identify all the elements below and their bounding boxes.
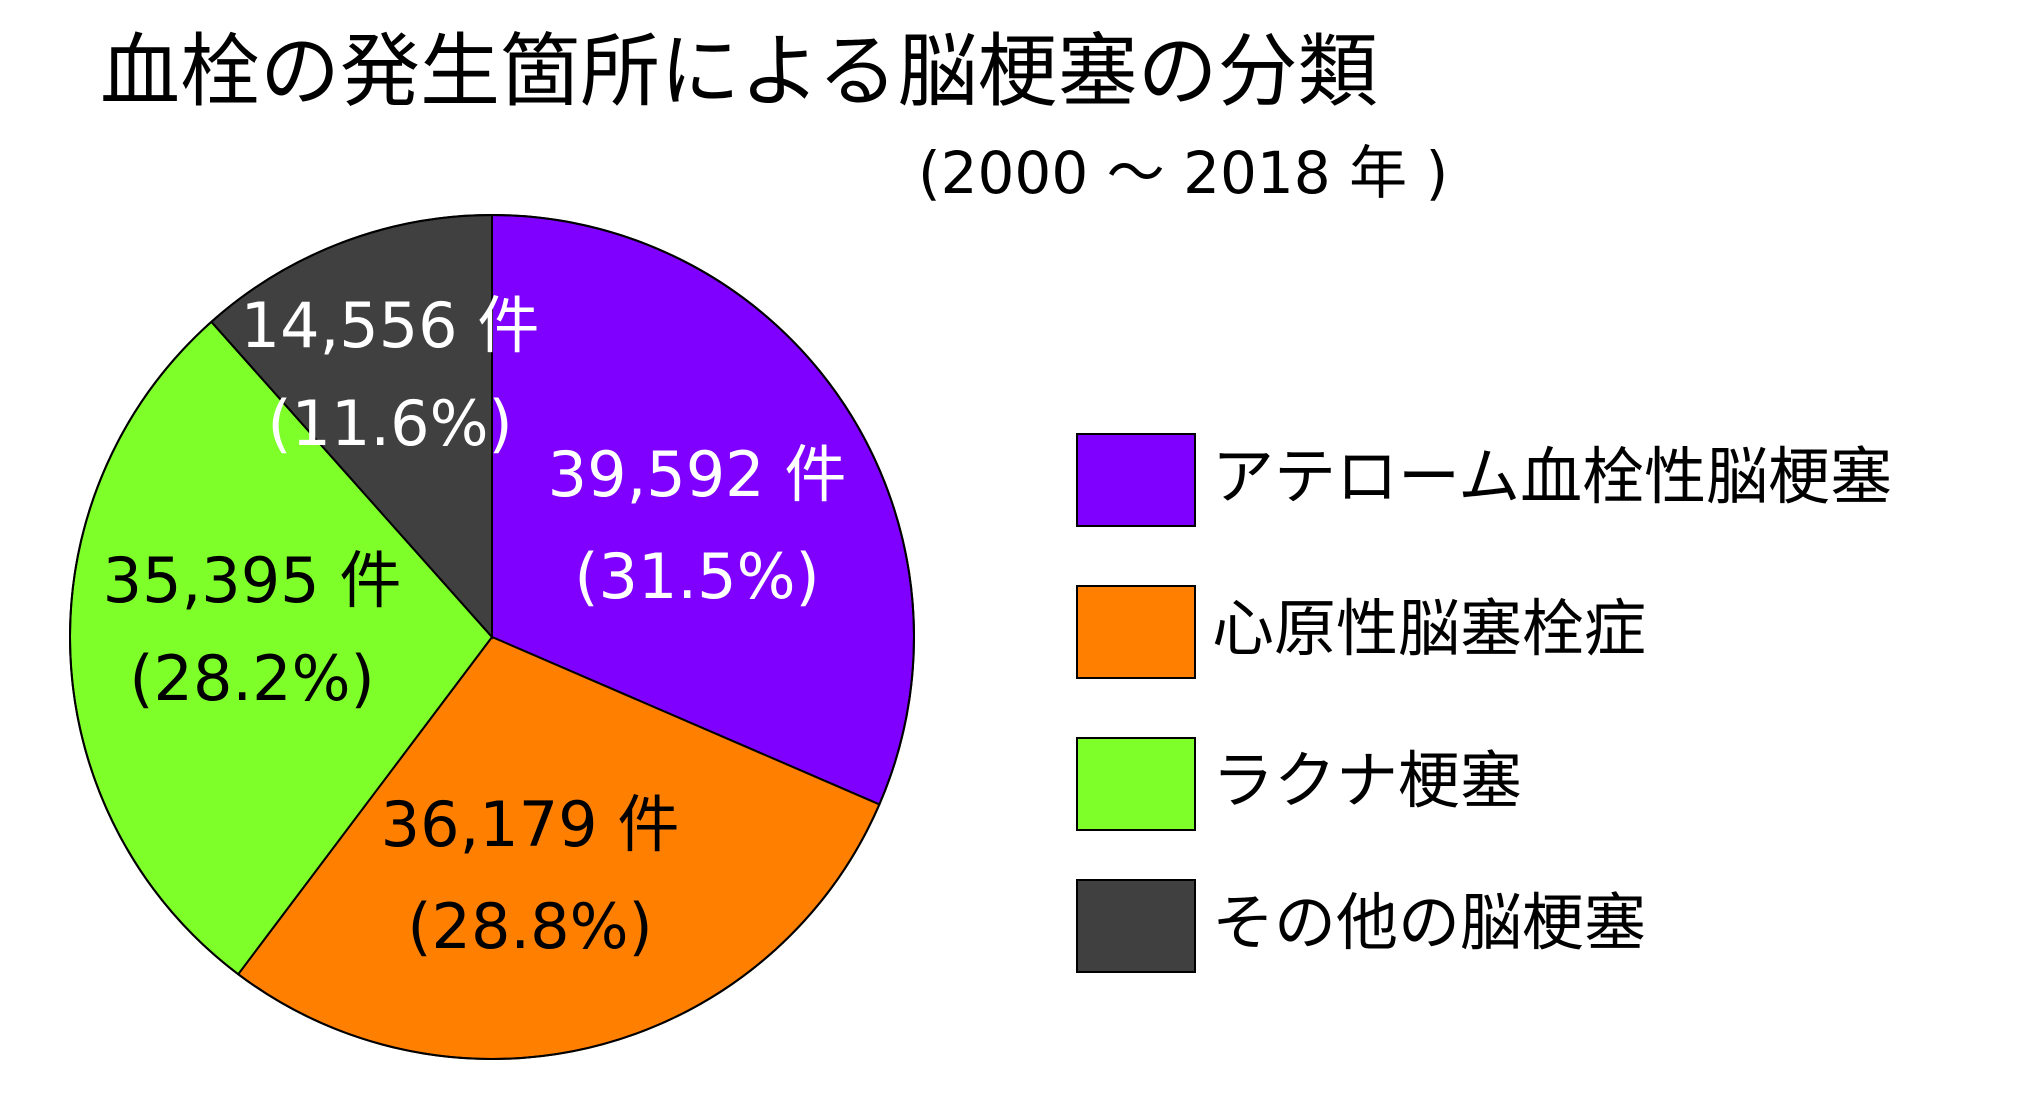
legend-label-2: 心原性脳塞栓症 <box>1212 592 1647 665</box>
pie-labels: 39,592 件 (31.5%) 36,179 件 (28.8%) 35,395 件 (2… <box>103 289 847 963</box>
slice-percent-label-4: (11.6%) <box>267 387 512 460</box>
legend-label-3: ラクナ梗塞 <box>1212 744 1523 817</box>
legend-swatch-3 <box>1076 737 1196 831</box>
slice-percent-label-1: (31.5%) <box>574 540 819 613</box>
slice-percent-label-3: (28.2%) <box>129 642 374 715</box>
slice-count-label-4: 14,556 件 <box>241 289 540 362</box>
legend-swatch-4 <box>1076 879 1196 973</box>
chart-subtitle: (2000 ～ 2018 年 ) <box>918 139 1449 207</box>
slice-count-label-2: 36,179 件 <box>381 788 680 861</box>
pie-outline <box>69 214 915 1060</box>
legend-swatch-2 <box>1076 585 1196 679</box>
slice-count-label-1: 39,592 件 <box>548 438 847 511</box>
slice-count-label-3: 35,395 件 <box>103 544 402 617</box>
legend-swatch-1 <box>1076 433 1196 527</box>
chart-title: 血栓の発生箇所による脳梗塞の分類 <box>100 25 1378 118</box>
slice-percent-label-2: (28.8%) <box>407 890 652 963</box>
legend-label-1: アテローム血栓性脳梗塞 <box>1212 440 1893 513</box>
pie-slices <box>69 213 915 1060</box>
legend-label-4: その他の脳梗塞 <box>1212 886 1647 959</box>
